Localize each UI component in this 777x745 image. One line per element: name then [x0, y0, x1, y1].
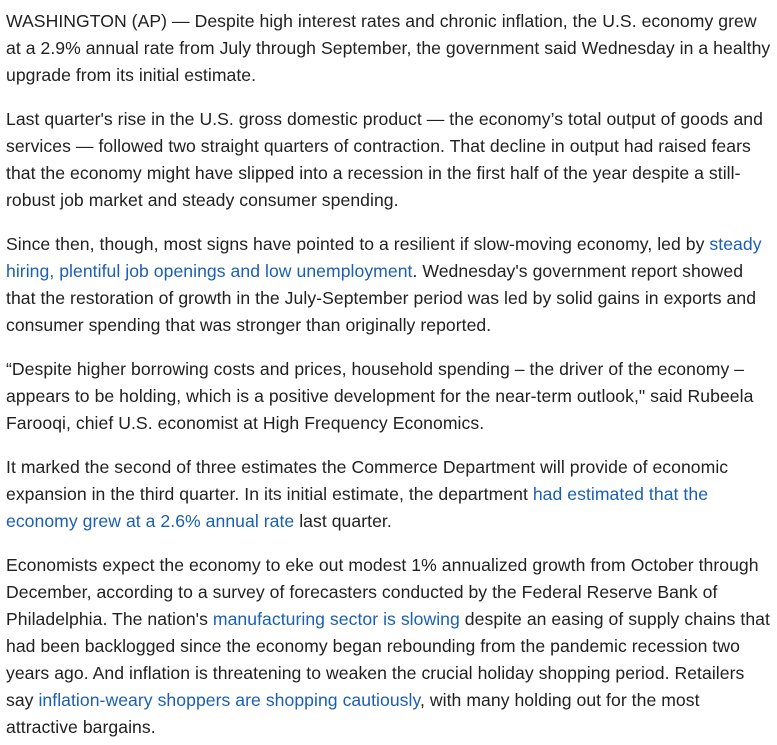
link-manufacturing-slowing[interactable]: manufacturing sector is slowing — [212, 609, 460, 629]
link-initial-estimate[interactable]: had estimated that the economy grew at a… — [6, 484, 709, 531]
link-shoppers-cautious[interactable]: inflation-weary shoppers are shopping ca… — [38, 690, 421, 710]
paragraph-economist-quote-text: “Despite higher borrowing costs and pric… — [6, 359, 754, 433]
paragraph-resilient-economy-text-after: . Wednesday's government report showed t… — [6, 261, 757, 335]
link-steady-hiring[interactable]: steady hiring, plentiful job openings an… — [6, 234, 762, 281]
paragraph-estimates-text-after: last quarter. — [294, 511, 392, 531]
paragraph-lede: WASHINGTON (AP) — Despite high interest … — [6, 8, 773, 89]
paragraph-resilient-economy-text-before: Since then, though, most signs have poin… — [6, 234, 710, 254]
paragraph-outlook-text-middle: despite an easing of supply chains that … — [6, 609, 770, 710]
paragraph-gdp-context: Last quarter's rise in the U.S. gross do… — [6, 106, 773, 214]
paragraph-gdp-context-text: Last quarter's rise in the U.S. gross do… — [6, 109, 763, 210]
paragraph-lede-text: WASHINGTON (AP) — Despite high interest … — [6, 11, 771, 85]
paragraph-resilient-economy: Since then, though, most signs have poin… — [6, 231, 773, 339]
paragraph-estimates-text-before: It marked the second of three estimates … — [6, 457, 729, 504]
paragraph-outlook-text-before: Economists expect the economy to eke out… — [6, 555, 759, 629]
paragraph-economist-quote: “Despite higher borrowing costs and pric… — [6, 356, 773, 437]
paragraph-estimates: It marked the second of three estimates … — [6, 454, 773, 535]
paragraph-outlook: Economists expect the economy to eke out… — [6, 552, 773, 741]
paragraph-outlook-text-after: , with many holding out for the most att… — [6, 690, 700, 737]
